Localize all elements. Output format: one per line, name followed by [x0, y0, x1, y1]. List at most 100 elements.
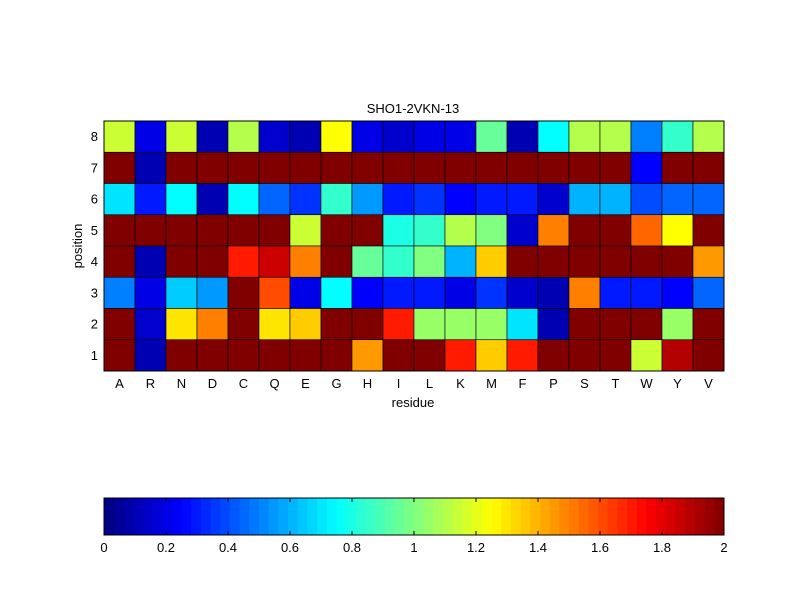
heatmap-cell [475, 339, 508, 372]
heatmap-cell [165, 214, 198, 247]
colorbar-swatch [152, 498, 163, 535]
heatmap-cell [599, 183, 632, 216]
x-tick-label: V [704, 376, 713, 391]
x-tick-label: R [146, 376, 155, 391]
heatmap-cell [258, 339, 291, 372]
colorbar-swatch [510, 498, 522, 535]
heatmap-cell [630, 276, 663, 309]
y-axis-label: position [70, 224, 85, 269]
colorbar-swatch [104, 498, 115, 535]
colorbar-swatch [249, 498, 260, 535]
heatmap-cell [568, 151, 601, 184]
heatmap-cell [692, 214, 725, 247]
colorbar-swatch [220, 498, 231, 535]
colorbar-swatch [530, 498, 541, 535]
colorbar-swatch [297, 498, 308, 535]
heatmap-cell [413, 120, 446, 153]
heatmap-cell [599, 276, 632, 309]
heatmap-cell [661, 214, 694, 247]
colorbar-tick-label: 1 [410, 540, 417, 555]
heatmap-cell [103, 245, 136, 278]
heatmap-cell [413, 276, 446, 309]
heatmap-cell [413, 308, 446, 341]
colorbar-swatch [617, 498, 628, 535]
heatmap-cell [444, 339, 477, 372]
colorbar-swatch [578, 498, 589, 535]
colorbar-swatch [598, 498, 609, 535]
heatmap-cell [444, 245, 477, 278]
heatmap-cell [475, 120, 508, 153]
colorbar-swatch [588, 498, 599, 535]
colorbar-tick-label: 0.6 [281, 540, 299, 555]
heatmap-cell [196, 151, 229, 184]
x-tick-label: W [640, 376, 653, 391]
heatmap-cell [320, 214, 353, 247]
heatmap-cell [568, 276, 601, 309]
heatmap-cell [196, 214, 229, 247]
colorbar-swatch [404, 498, 415, 535]
heatmap-cell [413, 151, 446, 184]
heatmap-cell [134, 183, 167, 216]
heatmap-cell [320, 120, 353, 153]
heatmap-cell [537, 214, 570, 247]
y-tick-label: 7 [91, 160, 98, 175]
heatmap-cell [227, 308, 260, 341]
x-tick-label: F [519, 376, 527, 391]
heatmap-cell [506, 151, 539, 184]
colorbar-swatch [569, 498, 580, 535]
y-tick-labels: 8 7 6 5 4 3 2 1 [91, 129, 98, 363]
heatmap-cell [537, 339, 570, 372]
heatmap-cell [382, 245, 415, 278]
colorbar-swatch [539, 498, 551, 535]
heatmap-cell [196, 120, 229, 153]
heatmap-cell [630, 151, 663, 184]
colorbar-swatch [443, 498, 454, 535]
heatmap-cell [351, 214, 384, 247]
heatmap-cell [103, 308, 136, 341]
heatmap-cell [444, 276, 477, 309]
heatmap-cell [599, 245, 632, 278]
colorbar [104, 498, 725, 535]
heatmap-cell [692, 276, 725, 309]
colorbar-swatch [394, 498, 405, 535]
colorbar-swatch [656, 498, 667, 535]
x-tick-label: H [363, 376, 372, 391]
heatmap-cell [537, 308, 570, 341]
colorbar-swatch [559, 498, 570, 535]
heatmap-cell [320, 308, 353, 341]
x-tick-label: S [580, 376, 589, 391]
heatmap-cell [134, 245, 167, 278]
colorbar-swatch [520, 498, 531, 535]
y-tick-label: 8 [91, 129, 98, 144]
colorbar-swatch [414, 498, 425, 535]
colorbar-swatch [210, 498, 221, 535]
colorbar-swatch [239, 498, 250, 535]
heatmap-cell [382, 308, 415, 341]
heatmap-cell [692, 339, 725, 372]
colorbar-swatch [423, 498, 434, 535]
x-tick-label: C [239, 376, 248, 391]
heatmap-cell [630, 120, 663, 153]
heatmap-cell [289, 151, 322, 184]
heatmap-cell [134, 214, 167, 247]
colorbar-tick-label: 1.8 [653, 540, 671, 555]
colorbar-swatch [346, 498, 357, 535]
heatmap-cell [506, 214, 539, 247]
heatmap-cell [258, 151, 291, 184]
heatmap-cell [351, 183, 384, 216]
heatmap-cell [320, 245, 353, 278]
colorbar-swatch [384, 498, 396, 535]
heatmap-cell [382, 276, 415, 309]
heatmap-cell [103, 214, 136, 247]
colorbar-swatch [191, 498, 202, 535]
heatmap-cell [692, 183, 725, 216]
colorbar-swatch [288, 498, 299, 535]
heatmap-cell [227, 339, 260, 372]
heatmap-cell [413, 339, 446, 372]
heatmap-cell [475, 308, 508, 341]
colorbar-swatch [472, 498, 483, 535]
colorbar-swatch [268, 498, 279, 535]
heatmap-cell [227, 276, 260, 309]
x-tick-label: M [486, 376, 497, 391]
